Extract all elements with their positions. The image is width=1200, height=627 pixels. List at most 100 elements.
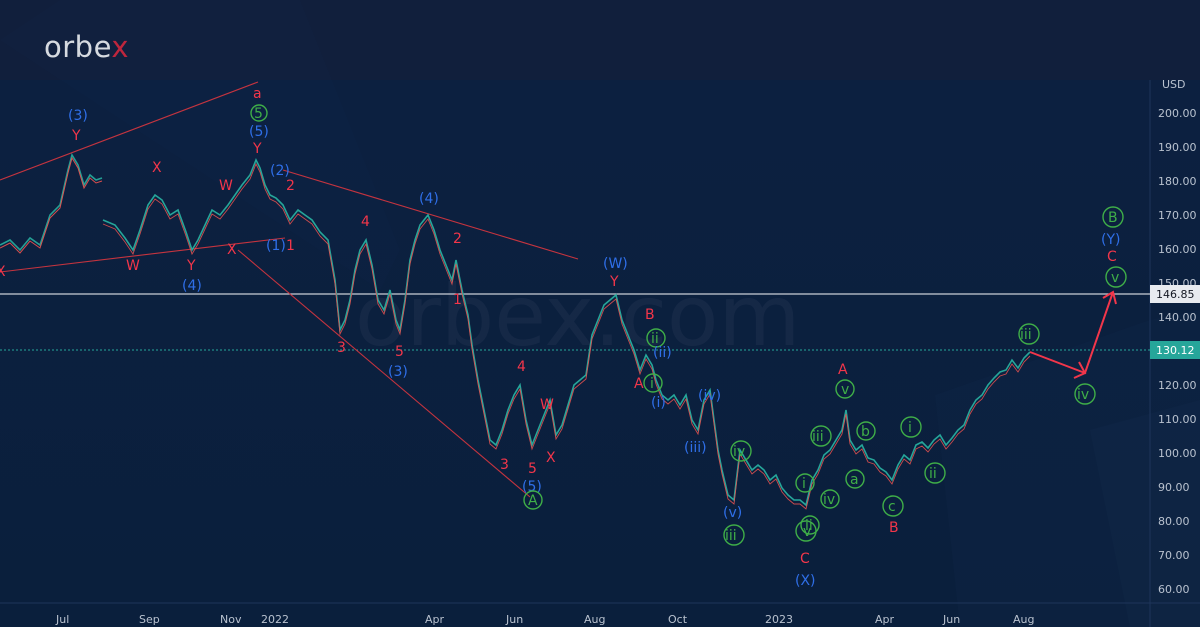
logo-text: orbe (44, 30, 112, 64)
trendlines[interactable] (0, 81, 579, 498)
svg-text:190.00: 190.00 (1158, 141, 1197, 154)
svg-text:5: 5 (254, 106, 263, 122)
svg-text:(2): (2) (270, 163, 290, 179)
svg-text:146.85: 146.85 (1156, 288, 1195, 301)
svg-text:1: 1 (286, 238, 295, 254)
svg-text:160.00: 160.00 (1158, 243, 1197, 256)
svg-text:3: 3 (337, 340, 346, 356)
svg-text:iv: iv (1077, 387, 1089, 403)
svg-text:(5): (5) (249, 124, 269, 140)
svg-text:B: B (645, 307, 655, 323)
svg-text:5: 5 (395, 344, 404, 360)
svg-text:(iii): (iii) (684, 440, 707, 456)
svg-text:Aug: Aug (584, 613, 605, 626)
svg-text:4: 4 (517, 359, 526, 375)
svg-text:Jun: Jun (942, 613, 960, 626)
svg-text:200.00: 200.00 (1158, 107, 1197, 120)
svg-text:Apr: Apr (875, 613, 895, 626)
svg-text:C: C (1107, 249, 1117, 265)
svg-text:Oct: Oct (668, 613, 688, 626)
svg-text:i: i (802, 476, 806, 492)
svg-text:(X): (X) (795, 573, 816, 589)
svg-text:(5): (5) (522, 479, 542, 495)
svg-text:b: b (861, 424, 870, 440)
svg-text:c: c (888, 499, 896, 515)
svg-text:Nov: Nov (220, 613, 242, 626)
header-bar: orbex (0, 0, 1200, 80)
svg-text:130.12: 130.12 (1156, 344, 1195, 357)
svg-text:(4): (4) (419, 191, 439, 207)
svg-text:5: 5 (528, 461, 537, 477)
level-price-tag: 146.85 (1150, 285, 1200, 303)
svg-text:90.00: 90.00 (1158, 481, 1190, 494)
svg-text:1: 1 (453, 292, 462, 308)
svg-text:iv: iv (823, 492, 835, 508)
svg-text:i: i (650, 376, 654, 392)
svg-text:iii: iii (1020, 327, 1032, 343)
svg-text:ii: ii (805, 518, 813, 534)
candles (0, 152, 1031, 510)
svg-text:(v): (v) (723, 505, 742, 521)
watermark: orbex.com (355, 267, 800, 365)
svg-text:iii: iii (725, 528, 737, 544)
svg-text:B: B (889, 520, 899, 536)
svg-text:70.00: 70.00 (1158, 549, 1190, 562)
svg-text:(3): (3) (388, 364, 408, 380)
svg-text:2022: 2022 (261, 613, 289, 626)
svg-text:100.00: 100.00 (1158, 447, 1197, 460)
svg-text:Jun: Jun (505, 613, 523, 626)
svg-text:(ii): (ii) (653, 345, 672, 361)
svg-text:(4): (4) (182, 278, 202, 294)
svg-text:170.00: 170.00 (1158, 209, 1197, 222)
svg-text:180.00: 180.00 (1158, 175, 1197, 188)
svg-text:X: X (152, 160, 162, 176)
svg-text:(3): (3) (68, 108, 88, 124)
svg-text:60.00: 60.00 (1158, 583, 1190, 596)
svg-text:X: X (0, 264, 6, 280)
svg-text:Sep: Sep (139, 613, 160, 626)
svg-text:a: a (850, 472, 859, 488)
svg-text:v: v (803, 524, 811, 540)
svg-text:W: W (540, 397, 554, 413)
svg-text:4: 4 (361, 214, 370, 230)
svg-text:Y: Y (71, 128, 81, 144)
svg-text:2023: 2023 (765, 613, 793, 626)
svg-text:X: X (546, 450, 556, 466)
svg-text:(1): (1) (266, 238, 286, 254)
svg-text:Apr: Apr (425, 613, 445, 626)
svg-text:v: v (841, 382, 849, 398)
svg-text:B: B (1108, 210, 1118, 226)
svg-text:iv: iv (733, 444, 745, 460)
svg-text:A: A (634, 376, 644, 392)
forecast-arrow[interactable] (1029, 290, 1117, 379)
svg-text:(Y): (Y) (1101, 232, 1120, 248)
svg-text:Jul: Jul (55, 613, 69, 626)
svg-text:iii: iii (812, 429, 824, 445)
svg-text:(W): (W) (603, 256, 628, 272)
svg-text:X: X (227, 242, 237, 258)
wave-labels: X (3) Y X W W Y (4) X a 5 (5) Y (2) 2 (1… (0, 86, 1127, 589)
svg-text:140.00: 140.00 (1158, 311, 1197, 324)
svg-text:(iv): (iv) (698, 388, 721, 404)
svg-text:2: 2 (453, 231, 462, 247)
logo-accent: x (111, 30, 130, 64)
svg-text:Aug: Aug (1013, 613, 1034, 626)
svg-text:Y: Y (186, 258, 196, 274)
svg-text:2: 2 (286, 178, 295, 194)
svg-text:Y: Y (609, 274, 619, 290)
svg-text:80.00: 80.00 (1158, 515, 1190, 528)
svg-text:(i): (i) (651, 395, 666, 411)
orbex-logo: orbex (44, 30, 129, 64)
svg-text:ii: ii (651, 331, 659, 347)
price-axis: USD 200.00 190.00 180.00 170.00 160.00 1… (1158, 78, 1197, 596)
svg-text:a: a (253, 86, 262, 102)
svg-text:W: W (126, 258, 140, 274)
currency-label: USD (1162, 78, 1186, 91)
svg-text:ii: ii (929, 466, 937, 482)
svg-text:A: A (528, 493, 538, 509)
svg-text:A: A (838, 362, 848, 378)
svg-text:110.00: 110.00 (1158, 413, 1197, 426)
